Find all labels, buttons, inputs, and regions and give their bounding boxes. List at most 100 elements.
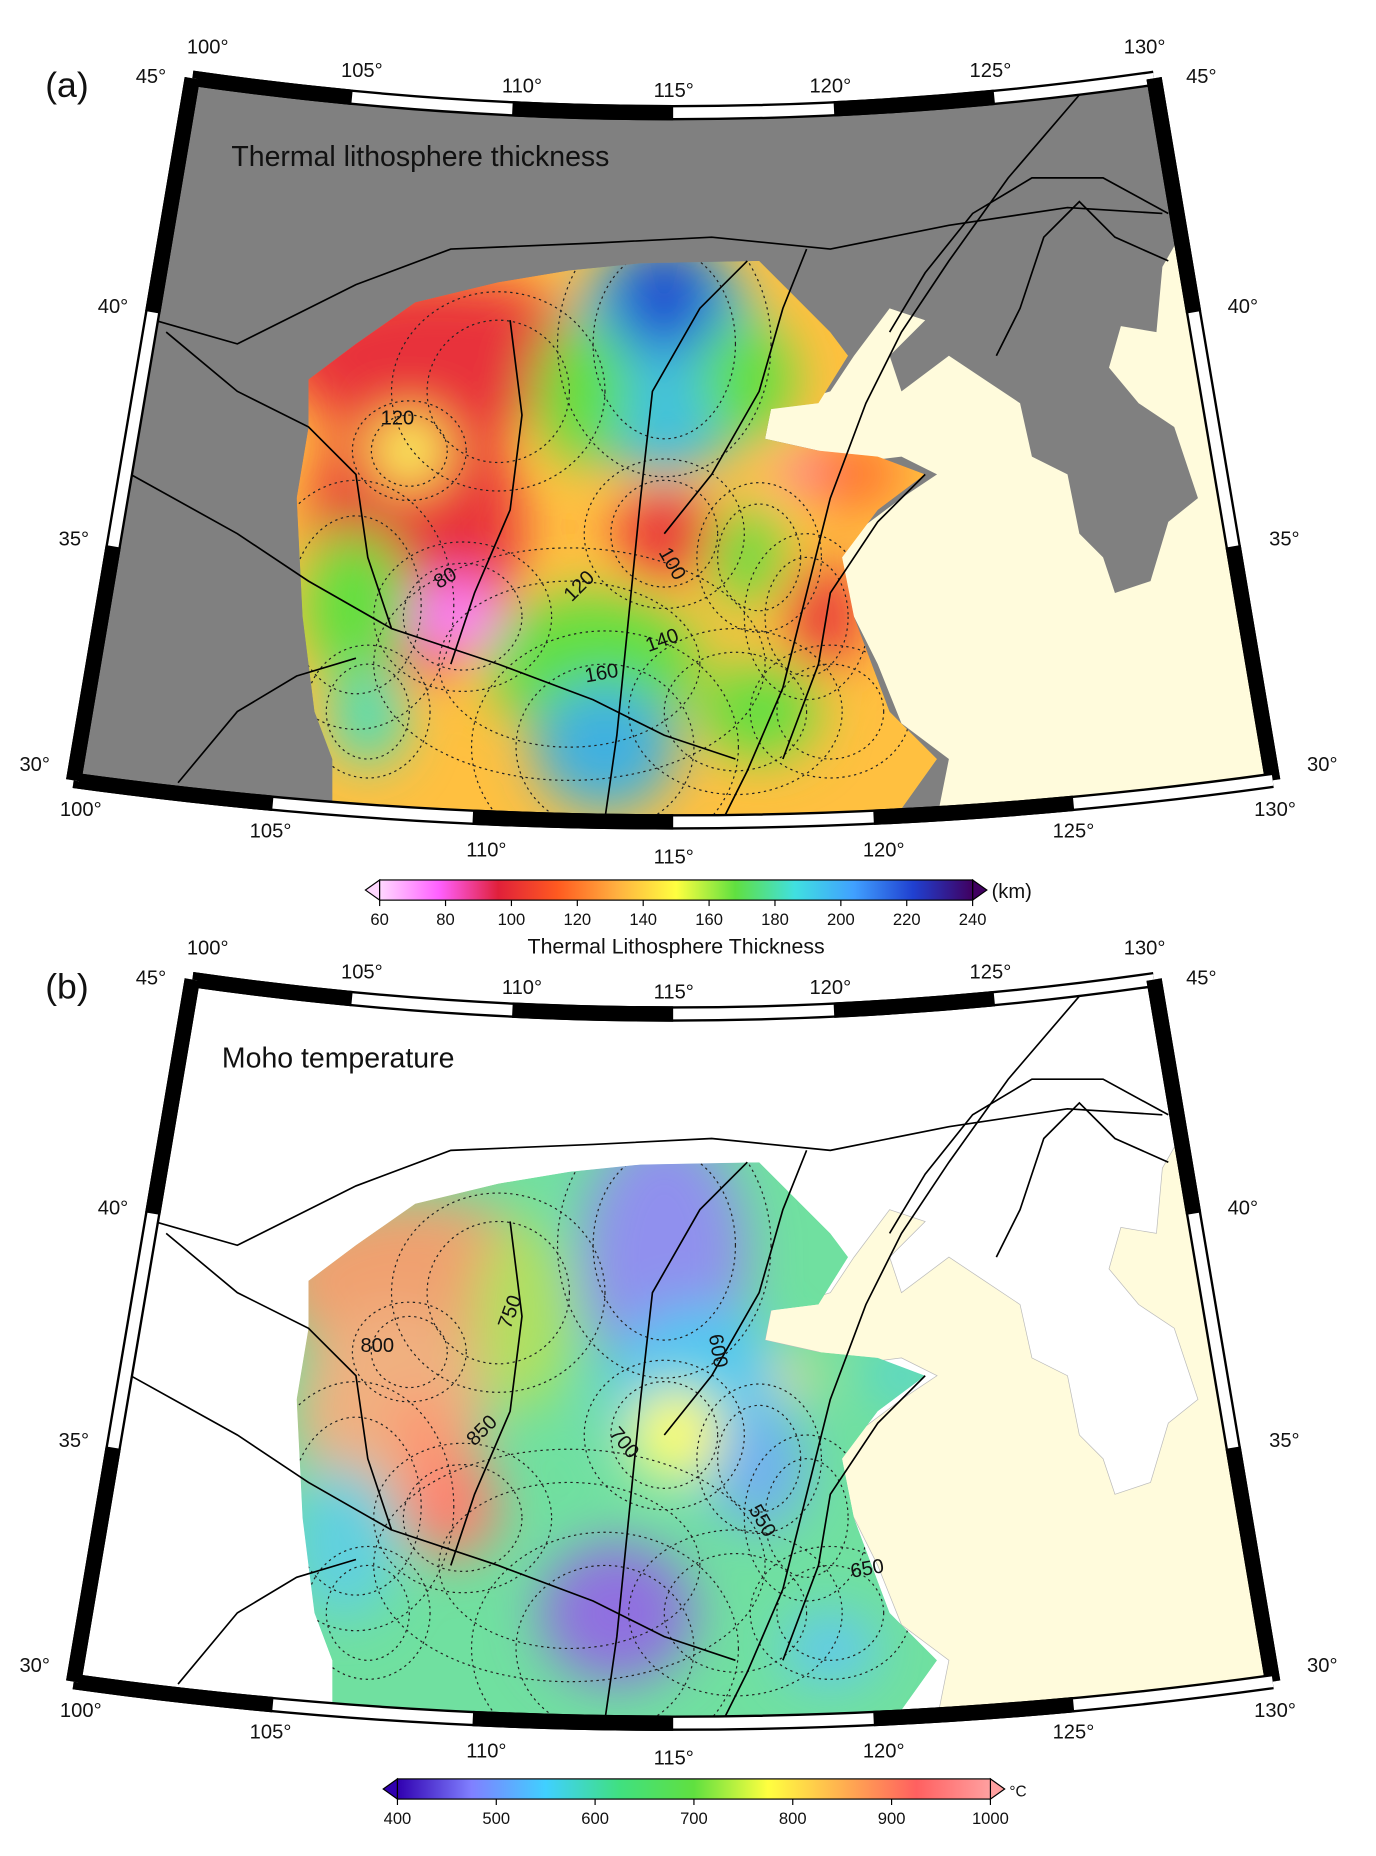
field [296,260,938,819]
contour-line [296,1381,455,1632]
fault-line [177,657,357,784]
contour-line [351,1301,467,1403]
coord-label: 30° [19,1655,49,1677]
coord-label: 40° [98,1197,128,1219]
contour-line [592,1162,737,1341]
coord-label: 100° [187,938,229,960]
field-blob [373,415,445,487]
colorbar [396,1778,992,1800]
fault-line [165,331,736,760]
contour-line [426,1220,570,1365]
contour-line [373,1442,553,1594]
field-blob [296,1464,398,1619]
fault-line [450,1221,523,1566]
contour-line [438,1481,701,1650]
coord-label: 110° [466,839,506,861]
contour-line [610,1381,719,1489]
fault-line [450,320,523,665]
contour-label: 600 [704,1332,732,1369]
fault-line [130,473,392,630]
frame-band [1146,76,1281,782]
coord-label: 40° [1228,1197,1258,1219]
fault-line [995,1101,1169,1258]
contour-line [583,458,745,609]
contour-line [592,260,737,440]
contour-line [296,1416,422,1596]
colorbar-end [382,1777,399,1801]
colorbar-unit: °C [1009,1784,1026,1801]
coord-label: 120° [809,76,851,98]
frame-band [191,70,1156,121]
colorbar-title: Thermal Lithosphere Thickness [528,934,825,958]
field-blobs [296,1162,932,1685]
contour-line [296,515,422,695]
contour-line [764,556,849,677]
coord-label: 45° [136,967,166,989]
field-blob [302,527,410,682]
contour-line [373,541,553,692]
contour-line [610,479,719,588]
frame-band [1146,978,1281,1683]
fault-line [165,1232,736,1662]
contour-line [776,1564,885,1661]
frame-band [72,1674,1274,1731]
contour-line [696,1383,823,1535]
contour-line [373,547,766,781]
coord-label: 115° [654,80,694,102]
colorbar-tick-label: 200 [827,910,855,929]
coord-label: 110° [502,977,542,999]
coord-label: 35° [59,1430,89,1452]
map-panel: 100° 105° 110° 115° 120° 125° 130° 100° 105° 110°… [19,36,1337,958]
contour-line [438,580,701,748]
coord-label: 40° [1228,296,1258,318]
panel-label: (a) [45,65,88,105]
coord-label: 105° [250,1722,292,1744]
frame-band [66,76,200,782]
coord-label: 40° [98,296,128,318]
colorbar-tick-label: 120 [563,910,591,929]
coord-label: 110° [466,1741,506,1763]
contour-line [370,1315,448,1389]
coord-label: 105° [250,820,292,842]
contour-line [325,1564,410,1661]
colorbar-tick-label: 140 [629,910,657,929]
fault-line [154,1108,1163,1247]
contour-line [764,1458,849,1578]
frame-band [191,971,1156,1022]
contour-line [717,1404,802,1513]
fault-line [663,248,808,535]
contour-line [296,479,455,730]
map-frame [66,971,1281,1731]
field-blob [771,1357,819,1394]
coord-label: 125° [1053,820,1095,842]
contour-line [402,562,523,671]
colorbar-tick-label: 800 [779,1809,807,1828]
contour-line [325,663,410,760]
coord-label: 30° [1307,1655,1337,1677]
contour-line [470,1531,739,1720]
colorbar-tick-label: 180 [761,910,789,929]
contour-line [515,1564,695,1720]
coord-label: 45° [136,66,166,88]
contour-line [663,651,808,772]
fault-line [782,1375,926,1661]
frame-band [72,772,1274,830]
field-blob [628,1387,724,1483]
field-blob [782,1612,878,1685]
field [296,1162,938,1720]
fault-line [782,473,926,760]
colorbar-unit: (km) [992,881,1032,903]
contour-line [556,1162,772,1379]
coord-label: 115° [654,982,694,1004]
fault-line [888,177,1169,333]
fault-line [604,1161,748,1720]
fault-line [888,1078,1169,1234]
contour-line [470,630,739,819]
fault-line [154,206,1163,345]
coord-label: 35° [1269,529,1299,551]
coord-label: 30° [1307,754,1337,776]
field-blob [411,578,502,655]
contour-line [351,400,467,502]
field-blob [533,320,629,463]
